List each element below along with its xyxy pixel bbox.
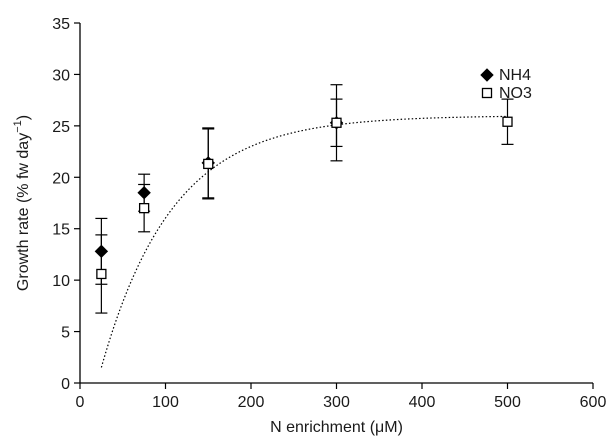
no3-point xyxy=(96,268,107,280)
y-axis-title-superscript: −1 xyxy=(12,120,24,133)
legend-no3-label: NO3 xyxy=(499,85,532,102)
y-tick-label: 15 xyxy=(52,222,70,239)
fit-curve xyxy=(100,115,508,368)
legend-nh4-label: NH4 xyxy=(499,67,531,84)
no3-point xyxy=(203,158,214,170)
y-tick-label: 25 xyxy=(52,119,70,136)
y-tick-label: 0 xyxy=(61,376,70,393)
nh4-point xyxy=(94,244,109,259)
legend-no3-marker xyxy=(481,87,493,99)
y-axis-title-close: ) xyxy=(15,115,32,120)
y-tick-label: 10 xyxy=(52,273,70,290)
x-tick-label: 300 xyxy=(323,394,350,411)
x-tick-label: 0 xyxy=(76,394,85,411)
y-tick-label: 30 xyxy=(52,67,70,84)
x-tick-label: 500 xyxy=(494,394,521,411)
no3-point xyxy=(138,202,150,214)
y-axis-title: Growth rate (% fw day−1) xyxy=(12,115,32,291)
y-tick-label: 35 xyxy=(52,16,70,33)
no3-point xyxy=(502,116,513,127)
y-tick-label: 20 xyxy=(52,170,70,187)
axes: 0 100 200 300 400 500 600 0 5 10 15 20 25 30 35 xyxy=(52,16,606,411)
nh4-point xyxy=(137,186,151,200)
x-tick-label: 100 xyxy=(152,394,179,411)
no3-point xyxy=(331,117,342,128)
data-points-layer xyxy=(94,84,514,314)
fit-curve-layer xyxy=(100,115,508,368)
x-tick-label: 600 xyxy=(580,394,607,411)
y-tick-label: 5 xyxy=(61,325,70,342)
y-axis-title-main: Growth rate (% fw day xyxy=(15,133,32,291)
legend-nh4-marker xyxy=(480,68,494,82)
x-axis-title: N enrichment (μM) xyxy=(270,419,403,436)
x-tick-label: 200 xyxy=(238,394,265,411)
x-tick-label: 400 xyxy=(409,394,436,411)
